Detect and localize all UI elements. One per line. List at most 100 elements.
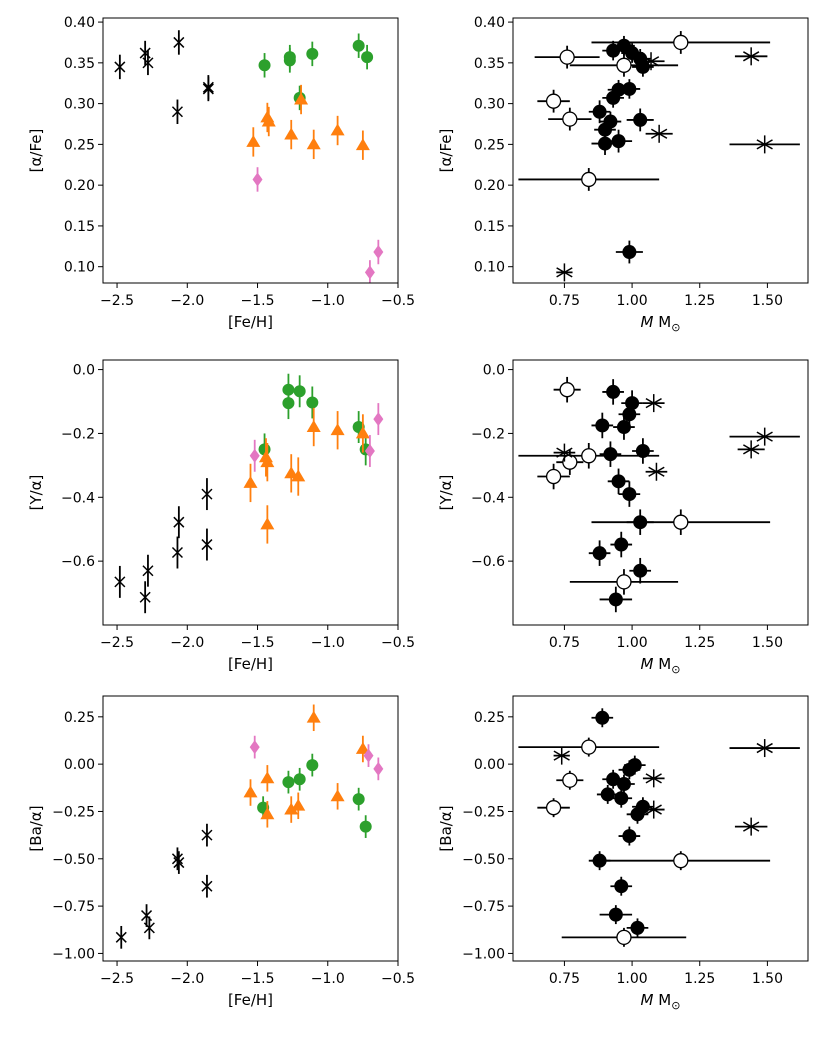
x-marker-stroke: [173, 857, 185, 869]
x-marker-stroke: [142, 57, 154, 69]
data-point: [729, 135, 800, 154]
data-point: [556, 449, 584, 475]
x-marker-stroke: [143, 922, 155, 934]
y-tick-label: 0.0: [483, 363, 505, 379]
filled-circle-marker: [595, 418, 610, 433]
data-point: [734, 817, 768, 836]
data-point: [260, 765, 275, 792]
asterisk-marker-stroke: [645, 773, 662, 784]
data-point: [729, 739, 800, 758]
series-pink: [252, 167, 384, 283]
triangle-marker: [260, 807, 275, 820]
x-tick-label: 1.00: [616, 635, 647, 651]
data-point: [330, 783, 345, 810]
x-marker-stroke: [173, 516, 185, 528]
y-tick-label: −0.4: [471, 490, 505, 506]
data-point: [599, 441, 622, 467]
filled-circle-marker: [614, 537, 629, 552]
y-tick-label: −0.4: [61, 490, 95, 506]
x-tick-label: −1.5: [241, 971, 275, 987]
triangle-marker: [291, 469, 306, 482]
y-axis-label: [Ba/α]: [27, 805, 45, 851]
y-tick-label: 0.40: [474, 15, 505, 31]
data-point: [173, 851, 185, 874]
data-point: [282, 770, 295, 794]
x-tick-label: 1.00: [616, 293, 647, 309]
data-point: [645, 124, 673, 143]
diamond-marker: [373, 245, 384, 260]
filled-circle-marker: [598, 136, 613, 151]
data-point: [258, 438, 273, 477]
filled-circle-marker: [633, 112, 648, 127]
y-axis-label: [α/Fe]: [27, 129, 45, 173]
x-marker-stroke: [114, 61, 126, 73]
data-point: [607, 468, 630, 495]
y-tick-label: 0.35: [64, 56, 95, 72]
y-tick-label: 0.15: [64, 219, 95, 235]
diamond-marker: [373, 412, 384, 427]
filled-circle-marker: [606, 43, 621, 58]
filled-circle-marker: [606, 384, 621, 399]
x-axis-label: M M⊙: [641, 313, 681, 334]
x-marker-stroke: [141, 910, 153, 922]
triangle-marker: [261, 114, 276, 127]
x-marker-stroke: [201, 488, 213, 500]
data-layer: [115, 704, 384, 949]
triangle-marker: [243, 785, 258, 798]
y-tick-label: −0.6: [61, 554, 95, 570]
triangle-marker: [294, 92, 309, 105]
triangle-marker: [284, 802, 299, 815]
open-circle-marker: [559, 382, 575, 398]
x-tick-label: −1.0: [311, 971, 345, 987]
open-circle-marker: [545, 800, 562, 816]
triangle-marker: [306, 420, 321, 432]
data-point: [284, 796, 299, 823]
filled-circle-marker: [611, 474, 626, 489]
data-layer: [114, 373, 384, 614]
series-green: [258, 33, 374, 111]
y-tick-label: 0.10: [64, 260, 95, 276]
data-point: [306, 407, 321, 447]
x-tick-label: −1.5: [241, 635, 275, 651]
open-circle-marker: [562, 772, 578, 788]
x-tick-label: −2.0: [170, 971, 204, 987]
filled-circle-marker: [592, 104, 607, 119]
data-point: [201, 823, 213, 847]
x-tick-label: −2.5: [100, 971, 134, 987]
open-circle-marker: [673, 853, 689, 869]
data-point: [642, 769, 665, 788]
y-tick-label: 0.25: [474, 137, 505, 153]
x-tick-label: −0.5: [381, 293, 415, 309]
circle-marker: [352, 793, 365, 806]
open-circle-marker: [673, 34, 689, 51]
data-point: [173, 30, 185, 55]
filled-circle-marker: [606, 772, 621, 787]
y-tick-label: −1.00: [462, 946, 505, 962]
data-point: [642, 394, 665, 413]
series-black: [114, 478, 213, 614]
diamond-marker: [364, 265, 375, 280]
filled-circle-marker: [622, 81, 637, 96]
data-point: [632, 438, 654, 464]
triangle-marker: [355, 138, 370, 151]
open-circle-marker: [545, 468, 562, 485]
data-point: [637, 52, 665, 71]
triangle-marker: [243, 475, 258, 488]
y-tick-label: 0.00: [474, 757, 505, 773]
data-point: [613, 774, 635, 794]
x-marker-stroke: [173, 36, 185, 48]
y-tick-label: 0.25: [64, 137, 95, 153]
x-tick-label: 0.75: [549, 635, 580, 651]
diamond-marker: [364, 443, 375, 458]
triangle-marker: [330, 789, 345, 802]
y-tick-label: 0.25: [474, 710, 505, 726]
y-tick-label: −0.2: [61, 426, 95, 442]
filled-circle-marker: [614, 791, 629, 806]
filled-circle-marker: [633, 563, 648, 578]
x-marker-stroke: [171, 546, 183, 559]
x-tick-label: 1.50: [752, 293, 783, 309]
data-point: [201, 874, 213, 898]
open-circle-marker: [616, 929, 632, 945]
circle-marker: [293, 773, 306, 786]
y-tick-label: −0.25: [462, 804, 505, 820]
